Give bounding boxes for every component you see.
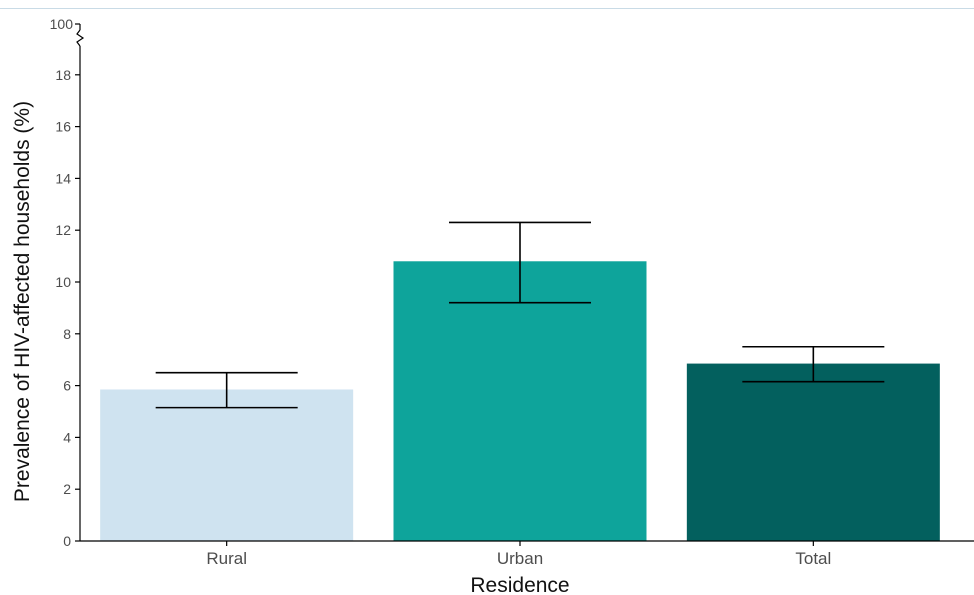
error-bar-rural — [155, 371, 298, 409]
y-tick-label: 6 — [63, 378, 71, 394]
bar-urban — [393, 261, 647, 541]
bar-total — [686, 363, 940, 541]
y-tick-label: 4 — [63, 429, 71, 445]
y-tick-label: 2 — [63, 481, 71, 497]
y-tick-label: 10 — [55, 274, 71, 290]
axis-break-mark — [76, 29, 85, 47]
x-tick-label-total: Total — [795, 549, 831, 568]
y-tick-label: 8 — [63, 326, 71, 342]
y-axis-title: Prevalence of HIV-affected households (%… — [11, 101, 34, 502]
y-tick-label: 18 — [55, 67, 71, 83]
axes-group — [76, 24, 974, 542]
x-tick-label-rural: Rural — [206, 549, 247, 568]
error-bar-total — [742, 345, 885, 383]
y-tick-label: 16 — [55, 119, 71, 135]
x-tick-label-urban: Urban — [497, 549, 543, 568]
error-bar-urban — [449, 221, 591, 304]
y-ticks-group: 0 2 4 6 8 10 12 14 16 18 100 — [50, 16, 80, 549]
error-bars-group — [155, 221, 885, 409]
bars-group — [100, 261, 940, 541]
y-tick-label: 0 — [63, 533, 71, 549]
top-border-line — [0, 8, 974, 9]
x-ticks-group: Rural Urban Total — [206, 541, 831, 568]
bar-rural — [100, 389, 354, 541]
y-tick-label-top: 100 — [50, 16, 74, 32]
x-axis-title: Residence — [470, 574, 569, 595]
y-tick-label: 14 — [55, 170, 71, 186]
y-tick-label: 12 — [55, 222, 71, 238]
